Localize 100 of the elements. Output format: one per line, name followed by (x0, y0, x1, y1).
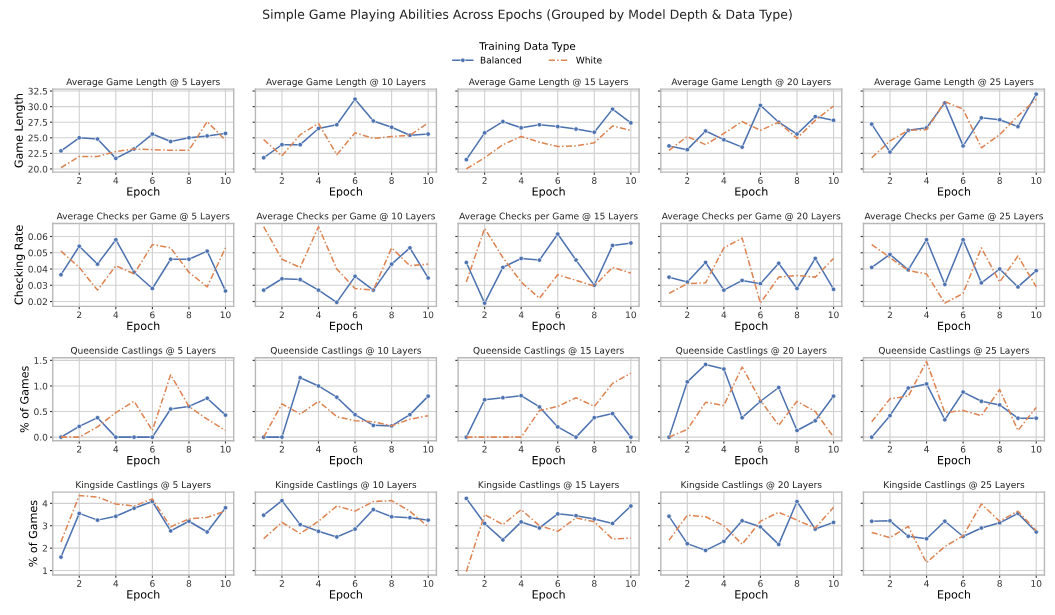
chart-title: Queenside Castlings @ 15 Layers (473, 346, 624, 356)
chart-title: Average Checks per Game @ 25 Layers (864, 212, 1044, 222)
chart-title: Average Checks per Game @ 15 Layers (459, 212, 638, 222)
x-tick-label: 6 (352, 580, 358, 587)
x-tick-label: 8 (592, 445, 597, 453)
x-tick-label: 2 (482, 580, 487, 587)
y-tick-label: 1.5 (34, 357, 48, 364)
y-axis-title: Checking Rate (14, 225, 26, 305)
x-tick-label: 10 (423, 311, 434, 319)
x-tick-label: 2 (887, 580, 892, 587)
x-tick-label: 8 (794, 177, 800, 184)
y-tick-label: 0.04 (28, 265, 48, 273)
x-axis-title: Epoch (532, 590, 565, 601)
x-tick-label: 10 (423, 580, 434, 587)
x-tick-label: 6 (352, 177, 358, 184)
x-tick-label: 8 (997, 311, 1002, 319)
x-axis-title: Epoch (329, 455, 362, 467)
x-tick-label: 2 (77, 445, 82, 453)
x-axis-title: Epoch (938, 187, 971, 198)
y-tick-label: 1 (43, 567, 48, 574)
y-tick-label: 22.5 (28, 150, 48, 157)
x-axis-title: Epoch (735, 321, 768, 333)
x-tick-label: 6 (960, 580, 966, 587)
x-tick-label: 8 (997, 580, 1002, 587)
x-tick-label: 10 (626, 177, 636, 184)
x-tick-label: 4 (924, 445, 929, 453)
x-tick-label: 6 (758, 580, 763, 587)
x-tick-label: 10 (828, 177, 839, 184)
x-tick-label: 8 (592, 177, 597, 184)
x-axis-title: Epoch (938, 455, 971, 467)
x-tick-label: 2 (77, 580, 82, 587)
x-axis-title: Epoch (532, 321, 565, 333)
x-tick-label: 2 (279, 311, 284, 319)
x-tick-label: 4 (721, 445, 727, 453)
x-axis-title: Epoch (127, 455, 160, 467)
legend-title: Training Data Type (479, 41, 576, 53)
y-axis-title: % of Games (28, 500, 38, 567)
x-tick-label: 10 (828, 311, 839, 319)
x-tick-label: 2 (685, 580, 690, 587)
x-tick-label: 2 (77, 177, 82, 184)
x-tick-label: 4 (518, 311, 524, 319)
x-tick-label: 4 (316, 177, 321, 184)
chart-title: Average Game Length @ 10 Layers (266, 78, 426, 87)
x-tick-label: 8 (997, 445, 1002, 453)
x-tick-label: 6 (352, 445, 358, 453)
x-tick-label: 10 (423, 445, 434, 453)
y-tick-label: 0.06 (28, 233, 48, 241)
chart-title: Queenside Castlings @ 10 Layers (270, 346, 422, 356)
x-tick-label: 10 (626, 311, 636, 319)
x-tick-label: 2 (482, 311, 487, 319)
chart-title: Queenside Castlings @ 20 Layers (676, 346, 827, 356)
x-tick-label: 4 (113, 445, 119, 453)
x-tick-label: 10 (1031, 311, 1042, 319)
x-axis-title: Epoch (127, 187, 160, 198)
chart-title: Queenside Castlings @ 25 Layers (878, 346, 1030, 356)
chart-title: Kingside Castlings @ 10 Layers (276, 481, 417, 490)
x-tick-label: 2 (279, 445, 284, 453)
x-tick-label: 6 (960, 177, 966, 184)
y-tick-label: 4 (42, 500, 48, 507)
y-tick-label: 1.0 (34, 382, 48, 390)
y-tick-label: 27.5 (28, 118, 48, 126)
x-tick-label: 10 (423, 177, 434, 184)
chart-title: Average Game Length @ 15 Layers (468, 78, 629, 87)
x-tick-label: 10 (626, 580, 636, 587)
x-tick-label: 10 (626, 445, 636, 453)
x-tick-label: 2 (77, 311, 82, 319)
chart-title: Queenside Castlings @ 5 Layers (70, 346, 216, 356)
y-axis-title: % of Games (20, 366, 29, 433)
y-tick-label: 30.0 (28, 103, 48, 111)
x-tick-label: 6 (352, 311, 358, 319)
x-tick-label: 6 (150, 445, 155, 453)
x-tick-label: 8 (186, 445, 192, 453)
y-tick-label: 25.0 (28, 134, 48, 142)
x-axis-title: Epoch (532, 455, 565, 467)
legend-label: White (576, 56, 602, 64)
x-tick-label: 2 (279, 580, 284, 587)
x-tick-label: 8 (794, 445, 800, 453)
x-tick-label: 8 (389, 445, 394, 453)
x-tick-label: 8 (186, 177, 192, 184)
x-axis-title: Epoch (938, 321, 971, 333)
text: Simple Game Playing Abilities Across Epochs (Grouped by Model Depth & Data Type) (263, 9, 792, 22)
x-tick-label: 4 (113, 580, 119, 587)
y-tick-label: 0.05 (28, 249, 48, 257)
x-tick-label: 10 (220, 311, 231, 319)
x-tick-label: 8 (794, 580, 800, 587)
x-tick-label: 8 (186, 580, 192, 587)
x-tick-label: 8 (389, 580, 394, 587)
y-tick-label: 0.02 (28, 298, 47, 306)
x-tick-label: 10 (220, 580, 231, 587)
x-tick-label: 4 (721, 177, 727, 184)
chart-title: Average Checks per Game @ 5 Layers (56, 212, 230, 222)
x-axis-title: Epoch (127, 321, 160, 333)
x-tick-label: 4 (721, 311, 727, 319)
chart-title: Kingside Castlings @ 5 Layers (76, 481, 211, 490)
x-tick-label: 8 (997, 177, 1002, 184)
x-axis-title: Epoch (735, 187, 768, 198)
x-tick-label: 10 (1031, 177, 1042, 184)
y-tick-label: 3 (42, 522, 48, 530)
x-tick-label: 2 (482, 445, 487, 453)
x-tick-label: 4 (113, 177, 119, 184)
